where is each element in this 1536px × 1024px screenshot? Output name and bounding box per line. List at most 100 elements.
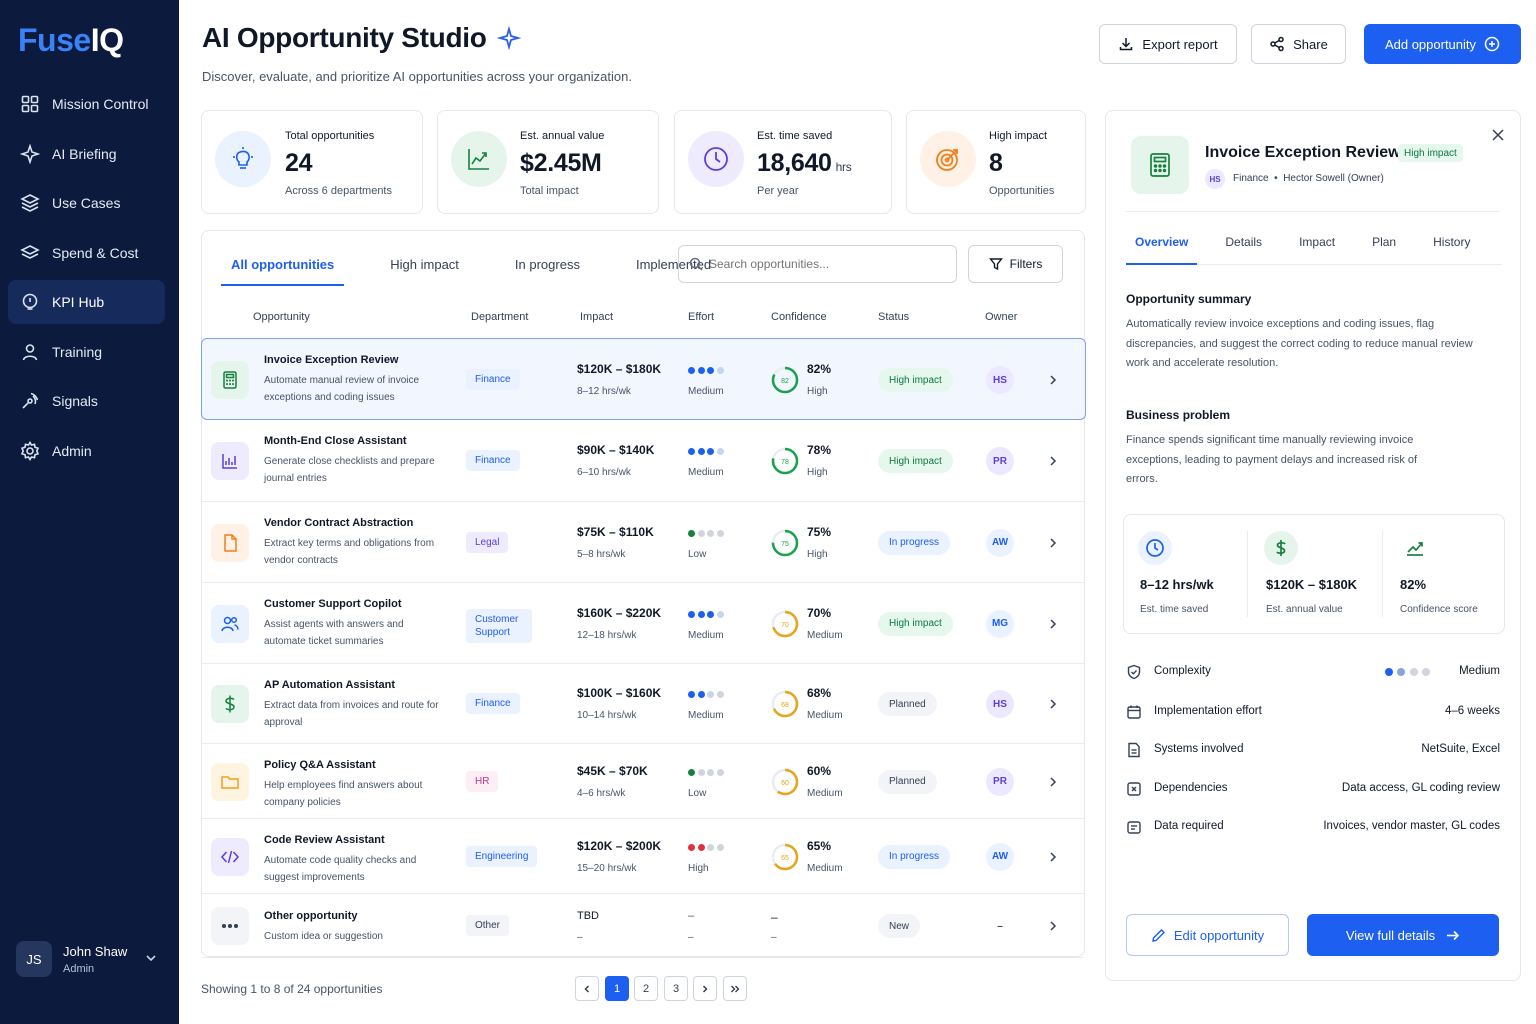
tab-overview[interactable]: Overview: [1126, 228, 1198, 265]
table-row[interactable]: AP Automation Assistant Extract data from…: [202, 664, 1084, 744]
sidebar-item-training[interactable]: Training: [8, 330, 165, 374]
owner-avatar: MG: [986, 609, 1014, 638]
search-input[interactable]: [709, 257, 939, 271]
opportunity-desc: Generate close checklists and prepare jo…: [264, 456, 435, 484]
sidebar-item-kpi-hub[interactable]: KPI Hub: [8, 280, 165, 324]
next-page-button[interactable]: [693, 976, 717, 1001]
column-header[interactable]: Effort: [688, 311, 715, 323]
detail-panel: Invoice Exception Review High impact HS …: [1105, 110, 1521, 981]
chevron-right-icon[interactable]: [1046, 919, 1060, 933]
tab-impact[interactable]: Impact: [1299, 235, 1336, 249]
opportunity-name[interactable]: Other opportunity: [264, 910, 358, 922]
table-row[interactable]: Invoice Exception Review Automate manual …: [201, 338, 1086, 420]
chevron-right-icon[interactable]: [1046, 617, 1060, 631]
opportunity-name[interactable]: Customer Support Copilot: [264, 598, 402, 610]
export-report-button[interactable]: Export report: [1099, 24, 1237, 64]
stat-label: Est. annual value: [520, 130, 605, 142]
chevron-down-icon: [146, 955, 156, 962]
signal-icon: [22, 392, 39, 409]
search-box[interactable]: [678, 245, 957, 283]
tab-in-progress[interactable]: In progress: [514, 257, 580, 272]
column-header[interactable]: Owner: [985, 311, 1018, 323]
impact-hours: 5–8 hrs/wk: [577, 548, 626, 560]
effort-dots: [688, 448, 726, 455]
confidence-ring: 70: [771, 610, 799, 637]
opportunity-name[interactable]: Invoice Exception Review: [264, 354, 399, 366]
view-full-details-button[interactable]: View full details: [1307, 914, 1499, 956]
prev-page-button[interactable]: [575, 976, 599, 1001]
column-header[interactable]: Opportunity: [253, 311, 310, 323]
table-row[interactable]: Month-End Close Assistant Generate close …: [202, 420, 1084, 502]
confidence-level: Medium: [807, 787, 843, 799]
table-row[interactable]: Policy Q&A Assistant Help employees find …: [202, 744, 1084, 819]
pencil-icon: [1151, 928, 1165, 942]
chevron-right-icon[interactable]: [1046, 454, 1060, 468]
sidebar-item-use-cases[interactable]: Use Cases: [8, 181, 165, 225]
page-button[interactable]: 1: [605, 976, 629, 1001]
confidence-level: High: [807, 467, 828, 478]
opportunity-name[interactable]: Policy Q&A Assistant: [264, 759, 376, 771]
column-header[interactable]: Confidence: [771, 311, 827, 323]
impact-hours: 12–18 hrs/wk: [577, 629, 637, 641]
tab-plan[interactable]: Plan: [1372, 235, 1397, 249]
chevron-right-icon[interactable]: [1046, 850, 1060, 864]
share-button[interactable]: Share: [1251, 24, 1346, 64]
close-icon[interactable]: [1491, 128, 1505, 142]
table-row[interactable]: Customer Support Copilot Assist agents wi…: [202, 583, 1084, 664]
opportunity-name[interactable]: Vendor Contract Abstraction: [264, 517, 414, 529]
stat-card-time: Est. time saved 18,640 hrs Per year: [674, 110, 892, 214]
column-header[interactable]: Department: [471, 311, 529, 323]
stat-value: 18,640 hrs: [757, 149, 852, 177]
last-page-button[interactable]: [723, 976, 747, 1001]
chevron-right-icon[interactable]: [1046, 536, 1060, 550]
chevron-right-icon[interactable]: [1046, 775, 1060, 789]
chevron-right-icon[interactable]: [1046, 373, 1060, 387]
opportunity-name[interactable]: Month-End Close Assistant: [264, 435, 407, 447]
table-row[interactable]: Code Review Assistant Automate code quali…: [202, 819, 1084, 894]
tab-implemented[interactable]: Implemented: [635, 257, 712, 272]
add-opportunity-button[interactable]: Add opportunity: [1364, 24, 1521, 64]
edit-opportunity-button[interactable]: Edit opportunity: [1126, 914, 1289, 956]
confidence-ring: 78: [771, 447, 799, 475]
sidebar-item-ai-briefing[interactable]: AI Briefing: [8, 132, 165, 176]
effort-empty: –: [688, 910, 695, 922]
opportunity-name[interactable]: Code Review Assistant: [264, 834, 385, 846]
opportunity-desc: Assist agents with answers and automate …: [264, 619, 404, 647]
tab-history[interactable]: History: [1433, 235, 1471, 249]
sidebar-item-spend-cost[interactable]: Spend & Cost: [8, 231, 165, 275]
owner-avatar: AW: [986, 842, 1014, 871]
sidebar-item-admin[interactable]: Admin: [8, 429, 165, 473]
tab-high-impact[interactable]: High impact: [390, 257, 459, 272]
user-menu[interactable]: JS John Shaw Admin: [16, 938, 166, 980]
effort-dots: [688, 768, 726, 776]
owner-avatar: AW: [986, 528, 1014, 557]
tab-all-opportunities[interactable]: All opportunities: [221, 245, 345, 286]
column-header[interactable]: Status: [878, 311, 910, 323]
sidebar-item-label: Training: [52, 343, 103, 360]
gear-icon: [20, 440, 40, 461]
confidence-level: High: [807, 386, 828, 397]
sidebar-item-signals[interactable]: Signals: [8, 379, 165, 423]
impact-hours: 10–14 hrs/wk: [577, 710, 637, 721]
complexity-dots: [1380, 668, 1430, 676]
app-logo[interactable]: FuseIQ: [18, 22, 124, 58]
page-button[interactable]: 3: [664, 976, 688, 1001]
database-icon: [1127, 821, 1141, 834]
page-button[interactable]: 2: [634, 976, 658, 1001]
chevron-right-icon[interactable]: [1046, 697, 1060, 711]
lightbulb-icon: [215, 131, 271, 187]
sidebar-item-label: Admin: [52, 442, 92, 459]
sidebar-item-mission-control[interactable]: Mission Control: [8, 82, 165, 126]
opportunity-name[interactable]: AP Automation Assistant: [264, 679, 395, 691]
confidence-value: 78%: [807, 443, 832, 457]
column-header[interactable]: Impact: [580, 311, 614, 323]
filters-button[interactable]: Filters: [968, 245, 1063, 283]
department-badge: Engineering: [466, 845, 538, 867]
calculator-icon: [1131, 136, 1189, 194]
table-row[interactable]: Other opportunity Custom idea or suggesti…: [202, 894, 1084, 958]
tab-details[interactable]: Details: [1225, 235, 1263, 249]
user-name: John Shaw: [63, 943, 128, 959]
svg-text:60: 60: [781, 780, 789, 787]
table-row[interactable]: Vendor Contract Abstraction Extract key t…: [202, 502, 1084, 583]
user-role: Admin: [63, 962, 95, 975]
